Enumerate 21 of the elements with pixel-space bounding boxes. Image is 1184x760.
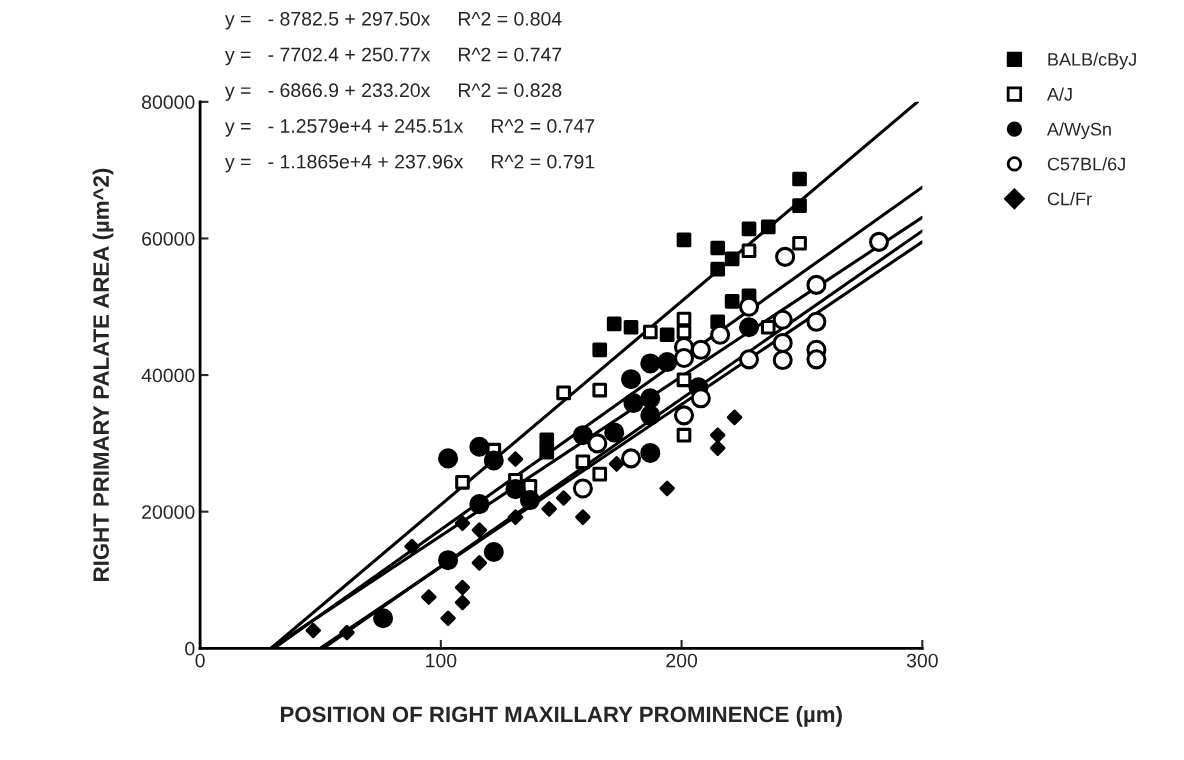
legend-label: CL/Fr (1047, 192, 1092, 206)
y-tick-label: 20000 (142, 505, 195, 519)
x-axis-title: POSITION OF RIGHT MAXILLARY PROMINENCE (µm) (280, 705, 842, 727)
legend-label: BALB/cByJ (1048, 52, 1136, 70)
legend-label: A/WySn (1046, 122, 1111, 140)
x-tick-label: 200 (666, 653, 698, 668)
text: y = - 7702.4 + 250.77x R^2 = 0.747 (225, 47, 562, 66)
legend-label: A/J (1046, 87, 1072, 101)
annotation: y = - 1.1865e+4 + 237.96x R^2 = 0.791 (225, 154, 595, 173)
text: y = - 8782.5 + 297.50x R^2 = 0.804 (225, 11, 562, 30)
annotation: y = - 1.2579e+4 + 245.51x R^2 = 0.747 (225, 119, 595, 137)
x-tick-label: 100 (426, 653, 457, 668)
y-tick-label: 80000 (142, 95, 195, 110)
text: y = - 6866.9 + 233.20x R^2 = 0.828 (225, 83, 562, 101)
x-tick-label: 300 (906, 653, 938, 668)
y-tick-label: 40000 (141, 368, 195, 383)
y-tick-label: 60000 (142, 231, 195, 246)
y-axis-title: RIGHT PRIMARY PALATE AREA (µm^2) (92, 168, 114, 581)
y-tick-label: 0 (185, 641, 195, 656)
x-tick-label: 0 (195, 653, 205, 668)
legend-label: C57BL/6J (1047, 157, 1125, 171)
